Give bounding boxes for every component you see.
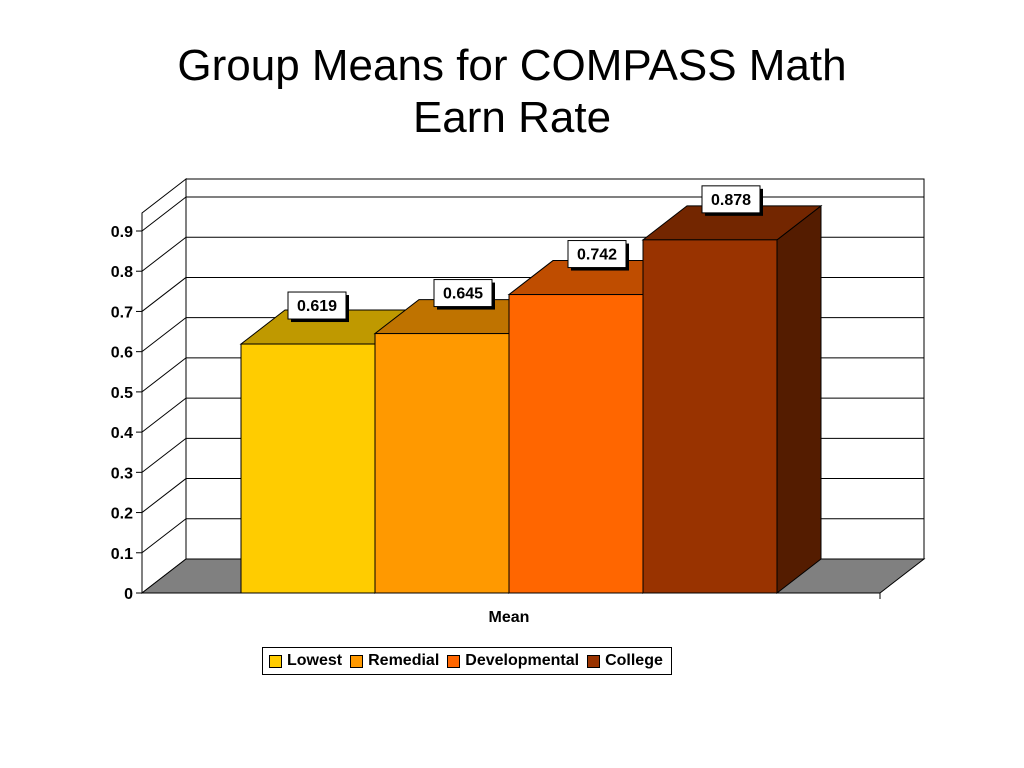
y-tick-label: 0.8 xyxy=(111,264,133,281)
legend-swatch xyxy=(447,654,461,668)
legend-swatch xyxy=(587,654,601,668)
y-tick-label: 0.2 xyxy=(111,506,133,523)
bars xyxy=(239,204,823,595)
side-wall xyxy=(141,177,187,595)
data-label-box xyxy=(433,279,493,308)
legend-item-remedial: Remedial xyxy=(350,652,439,670)
gridline-side xyxy=(141,236,187,272)
y-tick-label: 0.1 xyxy=(111,546,133,563)
x-axis-category-label: Mean xyxy=(489,609,530,626)
legend-label: Developmental xyxy=(465,652,580,669)
chart-title-line-2: Earn Rate xyxy=(412,93,612,142)
bar-front xyxy=(642,239,778,594)
data-label-value: 0.878 xyxy=(711,192,751,209)
y-tick-label: 0.6 xyxy=(111,345,133,362)
bar-front xyxy=(374,333,510,594)
data-label-developmental: 0.742 xyxy=(567,240,629,271)
bar-college xyxy=(641,204,823,595)
data-label-value: 0.619 xyxy=(297,298,337,315)
bar-side xyxy=(776,204,822,595)
gridline-side xyxy=(141,277,187,312)
data-labels: 0.619 0.645 0.742 0.878 xyxy=(287,185,763,323)
legend-item-developmental: Developmental xyxy=(447,652,579,670)
y-tick-label: 0 xyxy=(124,586,133,603)
data-label-box xyxy=(287,291,347,320)
gridline-side xyxy=(141,317,187,353)
y-tick-label: 0.5 xyxy=(111,385,133,402)
chart-title: Group Means for COMPASS Math Earn Rate xyxy=(0,40,1024,144)
data-label-box xyxy=(701,185,761,214)
y-tick-label: 0.4 xyxy=(111,425,133,442)
y-tick-label: 0.7 xyxy=(111,304,133,321)
data-label-college: 0.878 xyxy=(701,185,763,216)
chart-title-line-1: Group Means for COMPASS Math xyxy=(177,41,847,90)
bar-front xyxy=(508,294,644,594)
legend-item-college: College xyxy=(587,652,663,670)
legend-item-lowest: Lowest xyxy=(269,652,342,670)
gridline-side xyxy=(141,357,187,393)
y-tick-label: 0.3 xyxy=(111,465,133,482)
data-label-remedial: 0.645 xyxy=(433,279,495,310)
gridline-side xyxy=(141,478,187,513)
data-label-lowest: 0.619 xyxy=(287,291,349,323)
data-label-box xyxy=(567,240,627,269)
data-label-value: 0.742 xyxy=(577,247,617,264)
legend: Lowest Remedial Developmental College xyxy=(262,647,672,675)
gridline-side xyxy=(141,196,187,232)
gridline-side xyxy=(141,518,187,554)
legend-label: College xyxy=(605,652,663,669)
legend-swatch xyxy=(269,654,282,668)
bar-front xyxy=(240,343,376,594)
gridline-side xyxy=(141,397,187,433)
legend-label: Remedial xyxy=(368,652,440,669)
data-label-value: 0.645 xyxy=(443,286,483,303)
legend-label: Lowest xyxy=(287,652,343,669)
gridline-side xyxy=(141,437,187,473)
legend-swatch xyxy=(350,654,364,668)
y-tick-label: 0.9 xyxy=(111,224,133,241)
